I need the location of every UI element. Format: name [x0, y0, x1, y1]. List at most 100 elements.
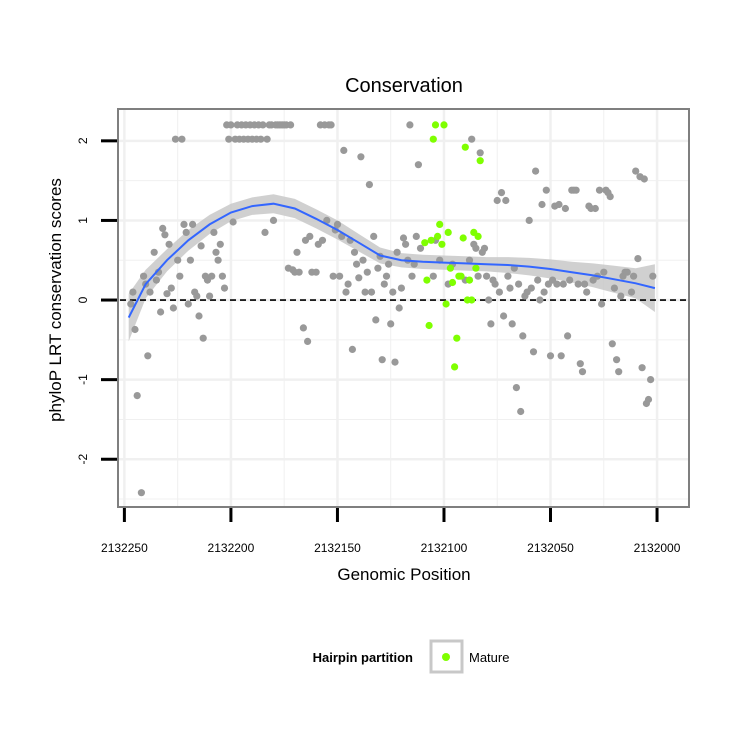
data-point [287, 121, 295, 129]
points-mature [421, 121, 484, 371]
data-point [206, 292, 214, 300]
data-point [340, 146, 348, 154]
data-point [610, 284, 619, 292]
data-point [472, 244, 480, 252]
y-tick-label: -1 [76, 374, 90, 385]
data-point [497, 189, 506, 197]
data-point [216, 240, 224, 248]
data-point [365, 181, 373, 189]
data-point-mature [472, 264, 480, 272]
data-point-mature [442, 300, 450, 308]
data-point [186, 256, 194, 264]
x-axis-title: Genomic Position [337, 565, 470, 584]
data-point [638, 364, 646, 372]
points-other [127, 121, 657, 497]
data-point [229, 218, 237, 226]
data-point [416, 244, 425, 252]
data-point [171, 135, 180, 143]
data-point [561, 204, 570, 213]
x-tick-label: 2132200 [208, 541, 255, 555]
y-tick-label: 2 [76, 137, 90, 144]
data-point [336, 272, 344, 280]
data-point-mature [468, 296, 476, 304]
data-point [382, 272, 391, 280]
data-point [161, 231, 169, 239]
y-tick-label: -2 [76, 454, 90, 465]
data-point [344, 280, 352, 288]
data-point [127, 300, 135, 308]
data-point [380, 280, 388, 288]
x-tick-label: 2132100 [421, 541, 468, 555]
data-point-mature [465, 276, 474, 284]
data-point [500, 312, 508, 320]
data-point [536, 296, 544, 304]
data-point [261, 228, 269, 236]
data-point [529, 348, 538, 356]
data-point-mature [423, 276, 431, 284]
data-point [649, 272, 657, 280]
confidence-band-area [128, 194, 655, 342]
data-point [408, 272, 416, 280]
panel-border [117, 108, 690, 508]
data-point [540, 288, 548, 296]
data-point-mature [431, 121, 440, 129]
data-point [318, 236, 327, 244]
data-point [559, 280, 567, 288]
data-point [182, 228, 190, 236]
data-point [476, 149, 484, 157]
data-point [353, 260, 361, 268]
data-point [495, 288, 503, 296]
data-point [634, 255, 642, 263]
data-point [146, 288, 154, 296]
data-point [519, 332, 527, 340]
data-point [504, 272, 512, 280]
data-point [137, 489, 145, 497]
legend: Hairpin partition Mature [313, 639, 509, 674]
data-point [391, 358, 399, 366]
data-point [295, 268, 303, 276]
data-point [485, 296, 493, 304]
chart-title: Conservation [345, 75, 463, 97]
data-point-mature [453, 334, 461, 342]
data-point [165, 240, 173, 248]
data-point [613, 356, 621, 364]
data-point [576, 360, 584, 368]
data-point [534, 276, 542, 284]
data-point [150, 248, 158, 256]
data-point [350, 248, 359, 256]
data-point [406, 121, 414, 129]
data-point [208, 272, 216, 280]
data-point [133, 392, 141, 400]
data-point [393, 248, 401, 256]
data-point [327, 121, 335, 129]
data-point [227, 121, 235, 129]
data-point [595, 186, 604, 194]
data-point [525, 216, 533, 224]
data-point [178, 135, 186, 143]
data-point [389, 288, 397, 296]
smooth-line [127, 202, 656, 319]
data-point-mature [459, 234, 467, 242]
data-point-mature [444, 228, 452, 236]
data-point-mature [436, 220, 444, 228]
data-point [225, 135, 233, 143]
data-point [574, 280, 582, 288]
data-point [169, 304, 177, 312]
x-axis-ticks: 2132250 2132200 2132150 2132100 2132050 21320… [101, 508, 681, 555]
y-tick-label: 1 [76, 217, 90, 224]
grid-lines [118, 109, 689, 507]
data-point [647, 376, 655, 384]
data-point [474, 272, 482, 280]
data-point [359, 256, 367, 264]
data-point [493, 196, 501, 205]
data-point [370, 232, 378, 240]
data-point [598, 300, 606, 308]
data-point [129, 288, 137, 296]
x-tick-label: 2132050 [527, 541, 574, 555]
data-point [333, 220, 342, 228]
data-point [465, 256, 474, 264]
data-point [606, 193, 614, 201]
data-point-mature [446, 264, 454, 272]
data-point [269, 216, 278, 224]
data-point-mature [434, 232, 442, 240]
